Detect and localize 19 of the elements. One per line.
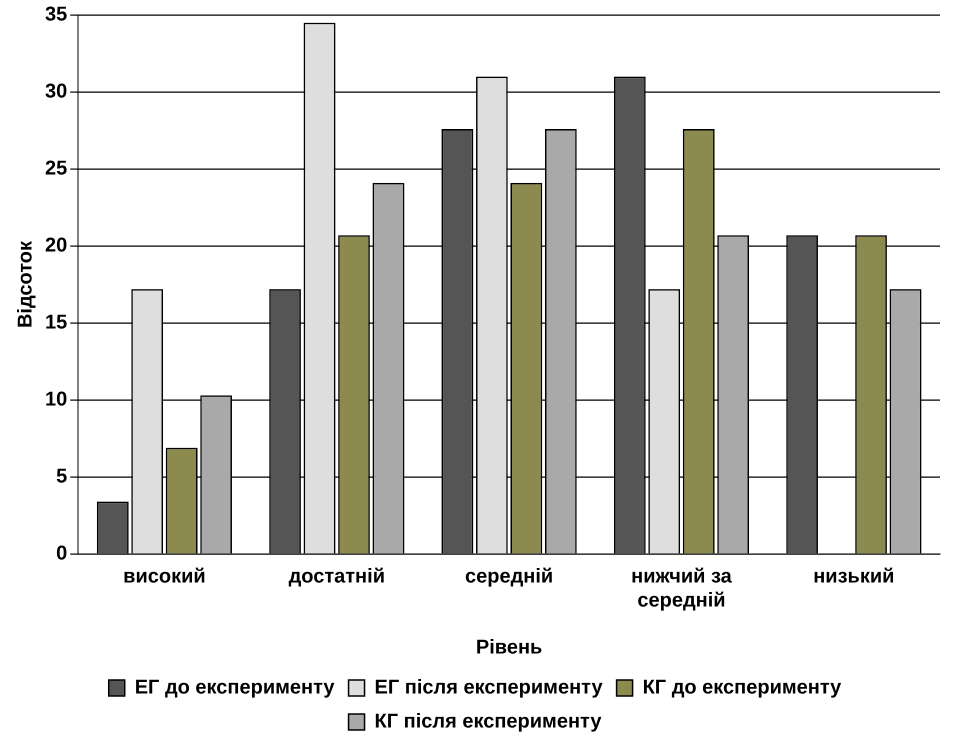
y-tick-label: 0 bbox=[56, 542, 68, 565]
x-tick-label: низький bbox=[813, 566, 894, 588]
y-tick-label: 20 bbox=[44, 234, 68, 257]
y-tick-label: 25 bbox=[44, 158, 68, 180]
y-tick-label: 30 bbox=[44, 80, 68, 103]
y-axis-title: Відсоток bbox=[14, 240, 37, 328]
y-tick-label: 35 bbox=[44, 4, 68, 26]
x-tick-label: середній bbox=[465, 566, 554, 588]
legend-label: ЕГ до експерименту bbox=[134, 676, 336, 699]
x-tick-label: високий bbox=[123, 566, 206, 588]
legend-label: КГ після експерименту bbox=[374, 710, 602, 733]
y-tick-label: 5 bbox=[56, 466, 68, 488]
legend-label: КГ до експерименту bbox=[642, 676, 842, 699]
y-tick-label: 15 bbox=[44, 312, 68, 334]
x-tick-label: достатній bbox=[288, 566, 385, 588]
y-tick-label: 10 bbox=[44, 388, 68, 411]
x-tick-label: нижчий за середній bbox=[631, 566, 733, 612]
x-axis-title: Рівень bbox=[476, 636, 542, 659]
legend-label: ЕГ після експерименту bbox=[374, 676, 604, 699]
